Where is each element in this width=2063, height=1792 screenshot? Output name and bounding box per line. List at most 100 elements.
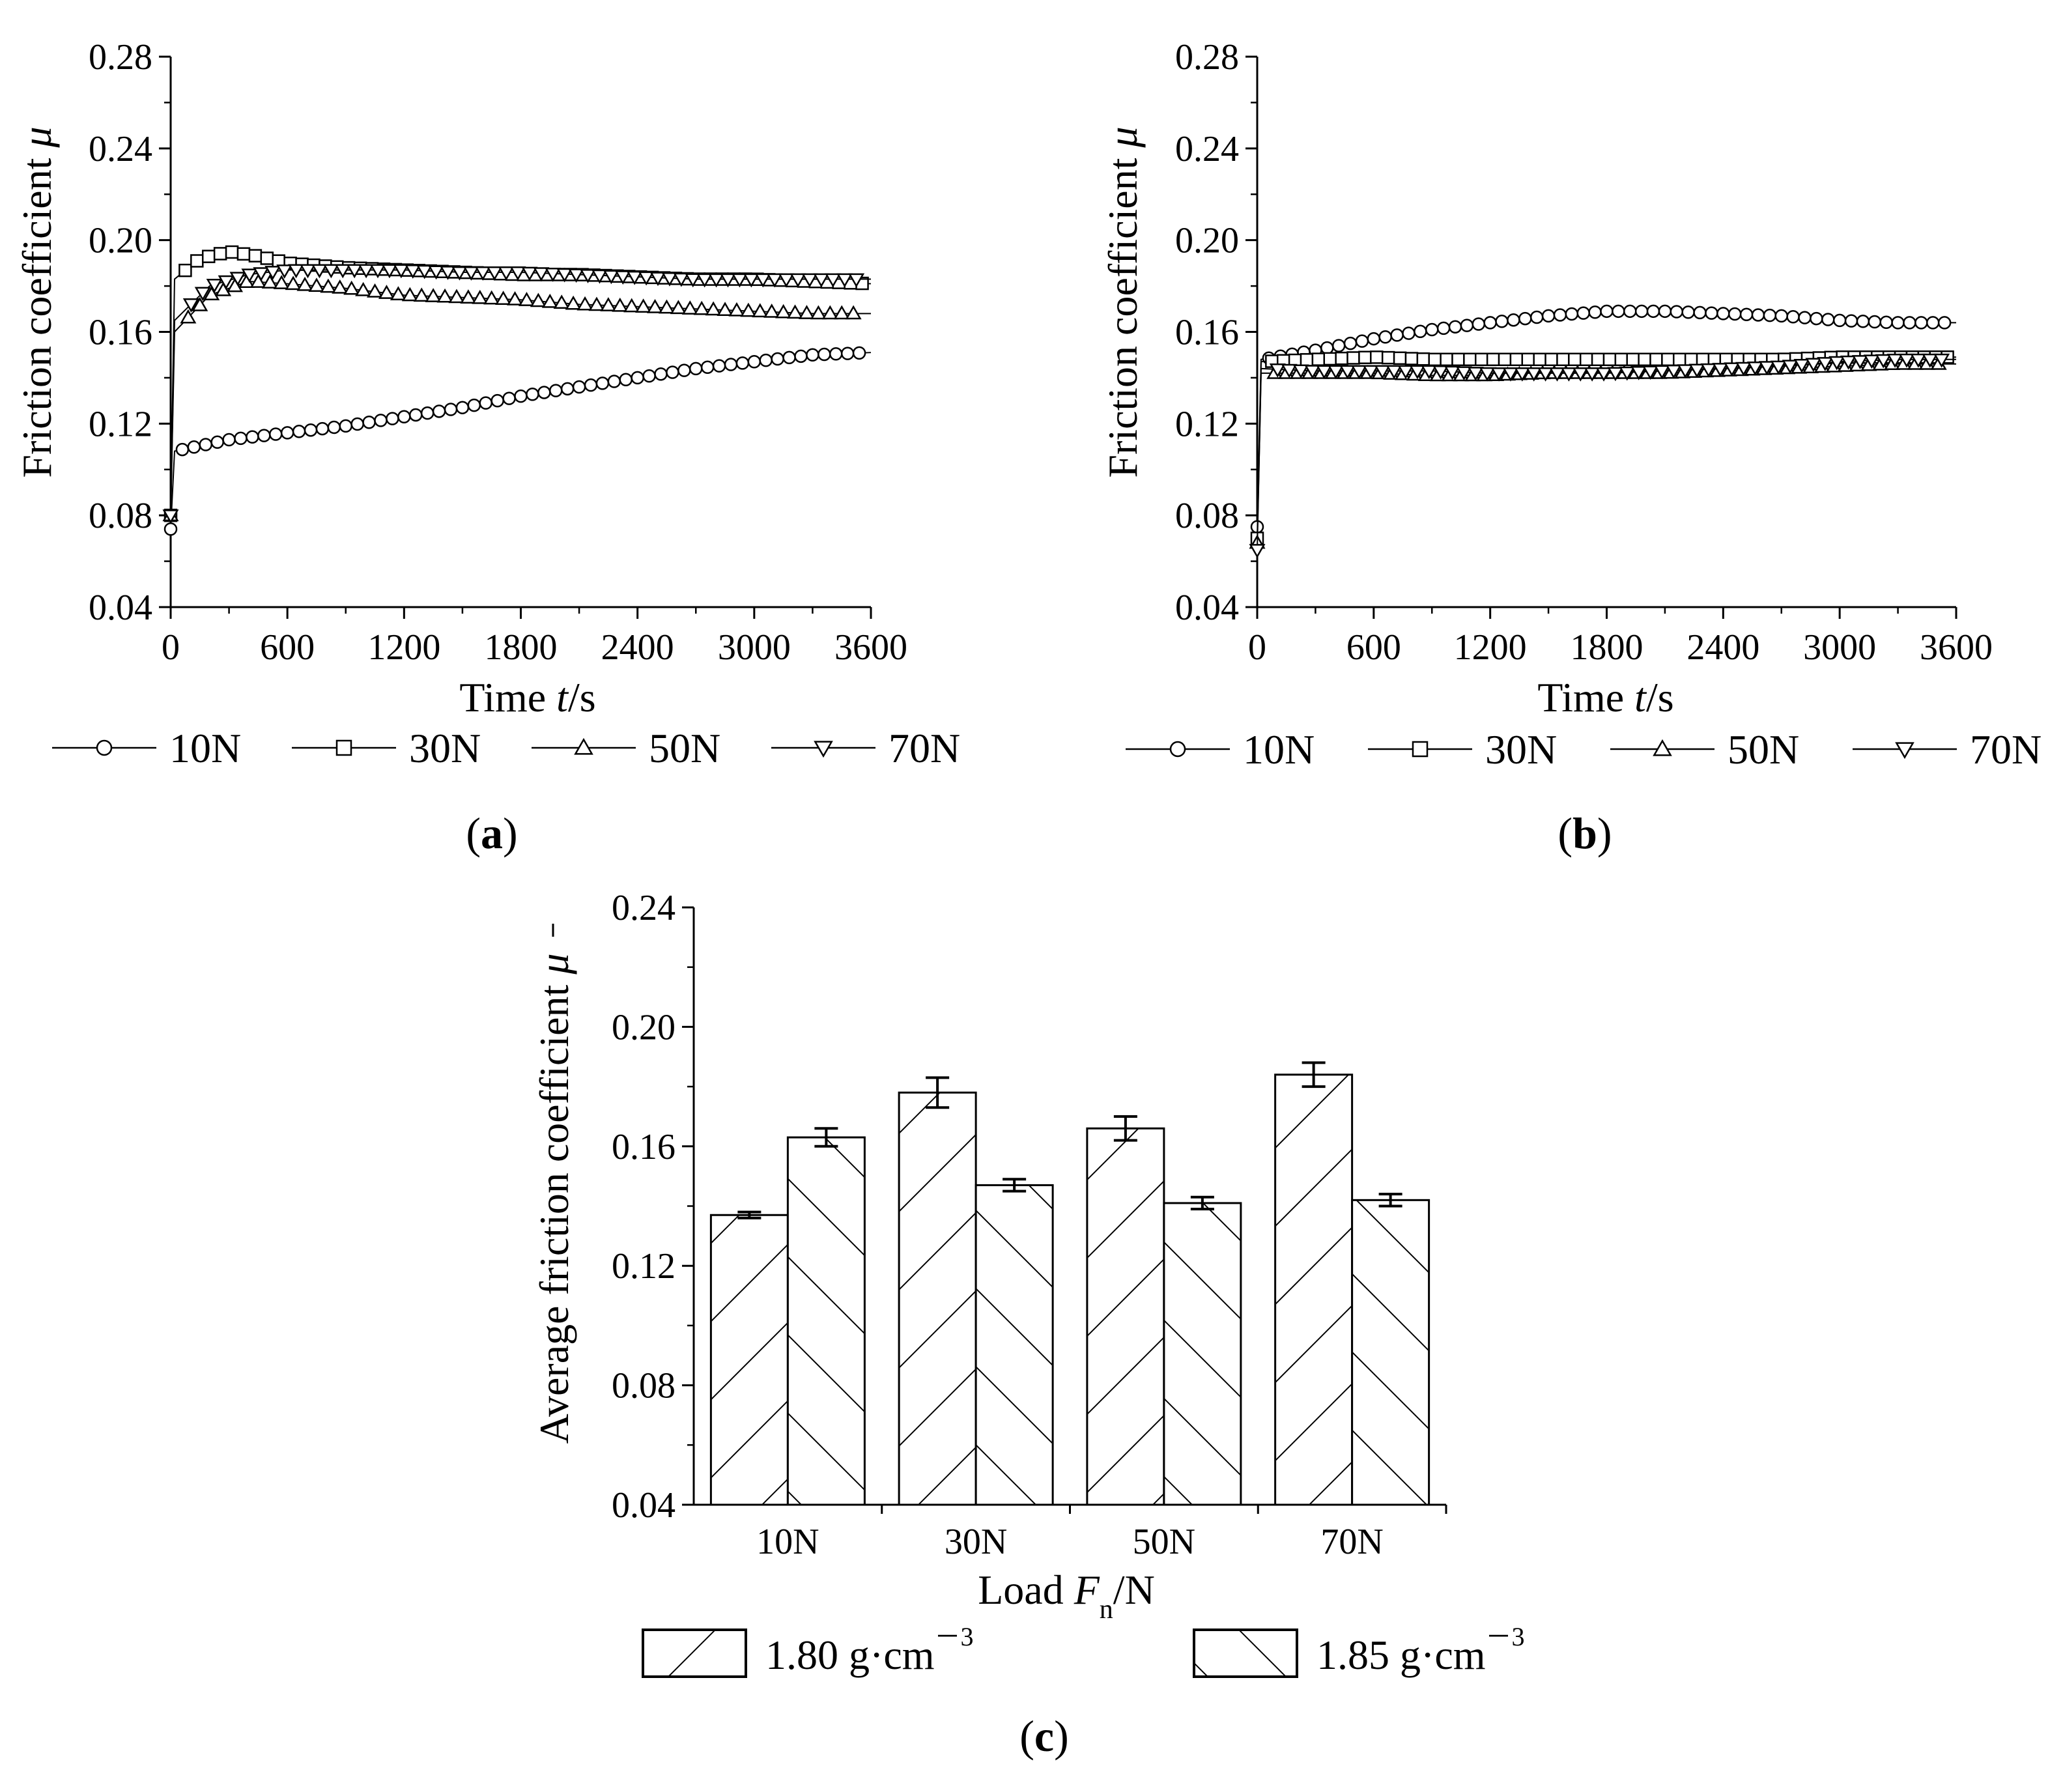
panel-a-series-70N-point [778, 273, 795, 288]
panel-a-series-70N-point [440, 266, 457, 280]
panel-a-series-70N-point [836, 273, 853, 288]
panel-a-series-70N-point [474, 266, 491, 281]
panel-a-y-tick-label: 0.12 [89, 404, 152, 444]
panel-b-series-30N-point [1416, 352, 1430, 366]
panel-b-series-10N-point [1600, 304, 1614, 319]
panel-c-x-axis-label: Load Fn/N [978, 1567, 1155, 1625]
panel-a-series-50N-point [612, 297, 629, 312]
panel-b-series-10N-point [1868, 315, 1882, 329]
panel-a-legend: 10N 30N 50N 70N [52, 725, 960, 771]
panel-a-series-10N-point [818, 347, 831, 362]
panel-b-series-10N-point [1623, 304, 1637, 319]
panel-a-series-70N-point [322, 264, 339, 279]
panel-a-plot-area: 0.04 0.08 0.12 0.16 0.20 0.24 0.28 0 600 1200 1800… [89, 37, 907, 668]
panel-a-y-tick-label: 0.28 [89, 37, 152, 78]
panel-c-legend-swatch-0 [642, 1628, 747, 1678]
panel-b-series-70N-point [1933, 353, 1950, 368]
panel-a-series-70N-point [614, 270, 631, 285]
panel-a-series-50N-point [507, 291, 524, 306]
panel-a-series-70N [162, 264, 871, 524]
panel-a-y-tick-label: 0.04 [89, 588, 152, 628]
panel-b-series-10N-point [1367, 332, 1381, 346]
panel-a-x-axis-label: Time t/s [459, 674, 595, 720]
panel-c-bar-50N-series-0 [1086, 1127, 1165, 1506]
panel-a-series-70N-point [790, 273, 806, 288]
panel-a-series-10N-point [747, 355, 761, 369]
panel-b-series-70N-point [1455, 366, 1472, 381]
panel-a-series-50N-point [647, 298, 664, 313]
panel-a-series-50N-point [553, 294, 570, 309]
panel-a-series-10N-point [164, 522, 178, 536]
panel-a-series-10N-point [829, 347, 843, 361]
panel-a-series-70N-point [498, 266, 515, 281]
panel-a-series-10N-point [491, 393, 504, 408]
panel-b-series-70N-point [1747, 361, 1764, 376]
panel-b-series-10N-point [1378, 330, 1392, 344]
panel-b-series-10N-point [1541, 309, 1556, 323]
panel-a-series-10N-point [526, 388, 539, 401]
panel-b-series-70N-point [1840, 355, 1857, 370]
panel-b-series-10N-point [1926, 316, 1940, 330]
panel-a-series-70N-point [545, 267, 562, 282]
panel-b-y-tick-label: 0.28 [1175, 37, 1239, 78]
panel-c-y-tick-label: 0.04 [612, 1485, 676, 1526]
panel-a-series-50N-point [448, 289, 465, 304]
panel-a-series-10N-point [246, 430, 259, 444]
panel-a-series-10N-point [432, 405, 446, 418]
panel-a-series-70N-point [288, 264, 305, 279]
panel-b-x-tick-label: 3000 [1803, 627, 1876, 668]
panel-a-y-tick-label: 0.08 [89, 496, 152, 536]
panel-b-series-70N-point [1595, 367, 1612, 382]
panel-b-series-30N-point [1335, 351, 1348, 365]
panel-b-y-tick-label: 0.08 [1175, 496, 1239, 536]
panel-a-series-50N-point [320, 278, 337, 293]
panel-a-series-50N-point [705, 301, 722, 316]
panel-a-y-tick-label: 0.20 [89, 221, 152, 261]
panel-b-series-10N-point [1343, 336, 1358, 350]
panel-a-series-70N-point [708, 273, 725, 288]
panel-a-series-50N-point [192, 296, 208, 311]
panel-a-series-10N-point [607, 375, 621, 388]
panel-a-series-70N-point [685, 273, 702, 288]
panel-a-series-70N-point [720, 273, 737, 288]
panel-b-series-70N-point [1758, 361, 1775, 376]
panel-b-series-30N-point [1533, 352, 1546, 366]
panel-b-series-70N-point [1537, 367, 1554, 382]
panel-b-y-axis-label: Friction coefficient μ [1100, 126, 1146, 477]
panel-a-series-70N-point [801, 273, 818, 288]
panel-b-series-30N-point [1614, 352, 1629, 366]
panel-b-series-10N-point [1634, 304, 1649, 319]
panel-b-series-70N-point [1362, 365, 1379, 380]
panel-b-series-70N-point [1688, 363, 1705, 378]
panel-b-series-70N-point [1490, 367, 1507, 382]
panel-b-series-30N-point [1579, 352, 1593, 366]
panel-b-series-70N-point [1724, 362, 1741, 377]
panel-b-series-70N-point [1875, 354, 1892, 369]
panel-a-series-50N-point [717, 302, 733, 316]
panel-b-series-30N-point [1428, 352, 1442, 366]
panel-b-series-10N-point [1903, 316, 1916, 330]
panel-a-series-10N-point [595, 377, 610, 390]
panel-b-series-30N-point [1370, 350, 1384, 364]
panel-b-series-10N-point [1681, 305, 1695, 319]
panel-b-series-10N-point [1355, 334, 1369, 348]
panel-a-series-50N-point [425, 288, 442, 302]
panel-c-y-tick-label: 0.16 [612, 1127, 676, 1167]
panel-a-series-10N-point [327, 420, 341, 434]
panel-b-legend-label-30N: 30N [1485, 726, 1557, 773]
panel-a-series-70N-point [393, 264, 410, 279]
panel-a-series-10N-point [362, 415, 376, 429]
panel-a-series-50N-point [215, 281, 232, 296]
panel-a-series-50N-point [472, 289, 489, 304]
panel-b-series-70N-point [1572, 367, 1589, 382]
panel-c-bar-30N-series-1 [975, 1184, 1054, 1506]
panel-b-series-10N-point [1891, 316, 1905, 330]
panel-b-series-10N-point [1390, 328, 1404, 342]
panel-b-y-tick-label: 0.12 [1175, 404, 1239, 444]
panel-b-series-70N-point [1479, 367, 1496, 382]
panel-b-series-30N-point [1556, 352, 1570, 366]
panel-a-series-10N-point [584, 378, 598, 392]
panel-a-series-70N-point [311, 264, 328, 279]
panel-a-series-30N-point [201, 249, 216, 263]
panel-b-series-10N-point [1612, 304, 1625, 319]
